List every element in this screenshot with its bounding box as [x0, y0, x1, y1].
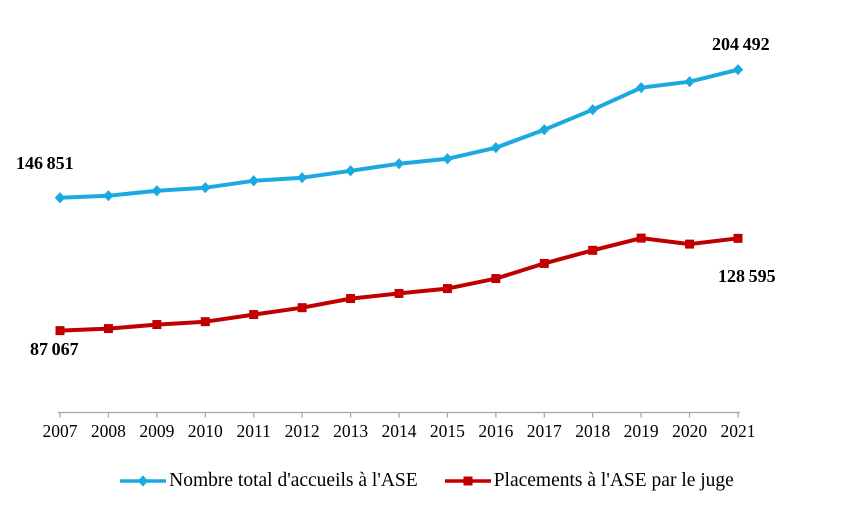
square-marker — [588, 245, 598, 255]
x-axis-label-2009: 2009 — [139, 421, 175, 441]
x-axis-label-2014: 2014 — [381, 421, 417, 441]
legend-label-placements: Placements à l'ASE par le juge — [493, 470, 734, 491]
series-placements — [55, 233, 743, 336]
diamond-marker — [54, 192, 66, 204]
square-marker — [152, 320, 162, 330]
square-marker — [636, 233, 646, 243]
square-marker — [103, 324, 113, 334]
diamond-marker — [490, 142, 502, 154]
data-label-placements-2007: 87 067 — [30, 339, 79, 359]
diamond-marker — [732, 64, 744, 76]
x-axis-label-2020: 2020 — [672, 421, 708, 441]
plot-area — [54, 64, 744, 418]
x-axis-label-2017: 2017 — [526, 421, 562, 441]
x-axis-labels: 2007 2008 2009 2010 2011 2012 2013 2014 2015 2016… — [0, 421, 853, 447]
square-marker — [297, 303, 307, 313]
square-marker — [539, 258, 549, 268]
diamond-marker — [296, 172, 308, 184]
x-axis-label-2007: 2007 — [42, 421, 78, 441]
legend-item-placements: Placements à l'ASE par le juge — [444, 470, 734, 492]
square-marker — [685, 239, 695, 249]
legend-line-square-icon — [444, 476, 491, 486]
square-marker — [200, 317, 210, 327]
diamond-marker — [103, 190, 114, 202]
diamond-marker — [200, 182, 211, 194]
square-marker — [394, 288, 404, 298]
x-axis-label-2016: 2016 — [478, 421, 514, 441]
series-line — [59, 67, 739, 200]
square-marker — [442, 284, 452, 294]
diamond-marker — [587, 104, 598, 116]
legend-item-accueils: Nombre total d'accueils à l'ASE — [119, 470, 418, 492]
series-line — [59, 236, 739, 333]
x-axis-label-2018: 2018 — [575, 421, 611, 441]
x-axis-label-2013: 2013 — [333, 421, 369, 441]
diamond-marker — [248, 175, 259, 187]
legend-line-diamond-icon — [120, 475, 167, 487]
square-marker — [249, 310, 259, 320]
x-axis-label-2008: 2008 — [90, 421, 126, 441]
legend: Nombre total d'accueils à l'ASE Placemen… — [0, 464, 853, 498]
legend-sample-marker — [137, 475, 149, 487]
x-axis-label-2012: 2012 — [284, 421, 320, 441]
diamond-marker — [635, 82, 647, 94]
square-marker — [733, 233, 743, 243]
square-marker — [491, 274, 501, 284]
x-axis-label-2021: 2021 — [720, 421, 756, 441]
diamond-marker — [151, 185, 163, 197]
x-axis-label-2015: 2015 — [429, 421, 465, 441]
data-label-accueils-2021: 204 492 — [712, 34, 770, 54]
series-accueils — [54, 64, 744, 204]
data-label-accueils-2007: 146 851 — [16, 153, 74, 173]
diamond-marker — [684, 76, 695, 88]
diamond-marker — [345, 165, 356, 177]
square-marker — [346, 294, 356, 304]
legend-label-accueils: Nombre total d'accueils à l'ASE — [169, 470, 418, 491]
x-axis-label-2019: 2019 — [623, 421, 659, 441]
x-axis-label-2010: 2010 — [187, 421, 223, 441]
square-marker — [55, 326, 65, 336]
diamond-marker — [442, 153, 453, 165]
diamond-marker — [393, 158, 405, 170]
diamond-marker — [539, 124, 550, 136]
legend-sample-marker — [463, 476, 473, 486]
data-label-placements-2021: 128 595 — [718, 266, 776, 286]
x-axis-label-2011: 2011 — [236, 421, 271, 441]
